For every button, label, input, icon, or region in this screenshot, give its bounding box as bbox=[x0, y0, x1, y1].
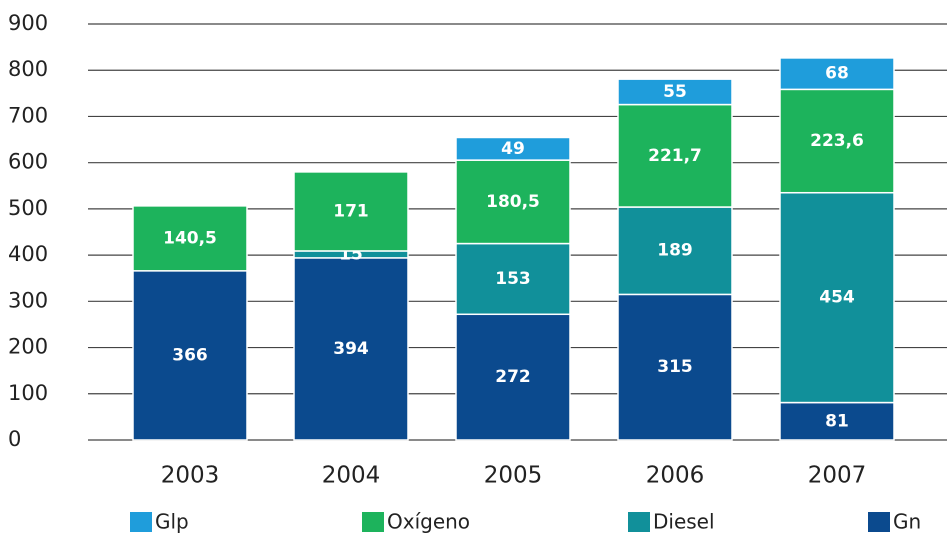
data-label: 140,5 bbox=[163, 228, 217, 248]
legend-label: Diesel bbox=[653, 510, 715, 534]
x-tick-label: 2005 bbox=[484, 463, 543, 489]
bar-segment bbox=[779, 88, 895, 194]
bar-segment bbox=[293, 257, 409, 441]
bar-segment bbox=[779, 57, 895, 91]
y-tick-label: 0 bbox=[8, 427, 21, 451]
bar-segment bbox=[617, 103, 733, 208]
bar-segment bbox=[455, 136, 571, 161]
data-label: 49 bbox=[501, 139, 525, 159]
bar-segment bbox=[779, 401, 895, 441]
data-label: 394 bbox=[333, 339, 369, 359]
data-label: 454 bbox=[819, 288, 855, 308]
bar-segment bbox=[132, 205, 248, 272]
bar-segment bbox=[455, 313, 571, 441]
y-tick-label: 800 bbox=[8, 57, 48, 81]
bar-segment bbox=[293, 171, 409, 252]
x-tick-label: 2006 bbox=[646, 463, 705, 489]
data-label: 366 bbox=[172, 345, 208, 365]
data-label: 272 bbox=[495, 367, 531, 387]
y-tick-label: 300 bbox=[8, 288, 48, 312]
legend-label: Gn bbox=[893, 510, 921, 534]
bar-segment bbox=[617, 78, 733, 106]
y-tick-label: 700 bbox=[8, 103, 48, 127]
legend-label: Glp bbox=[155, 510, 189, 534]
data-label: 315 bbox=[657, 357, 693, 377]
data-label: 153 bbox=[495, 269, 531, 289]
legend-label: Oxígeno bbox=[387, 510, 470, 534]
legend-swatch bbox=[130, 512, 152, 532]
data-label: 81 bbox=[825, 411, 849, 431]
bar-segment bbox=[779, 191, 895, 404]
x-tick-label: 2003 bbox=[161, 463, 220, 489]
y-tick-label: 200 bbox=[8, 335, 48, 359]
legend-swatch bbox=[362, 512, 384, 532]
data-label: 55 bbox=[663, 82, 687, 102]
data-label: 68 bbox=[825, 64, 849, 84]
data-label: 223,6 bbox=[810, 131, 864, 151]
y-tick-label: 600 bbox=[8, 150, 48, 174]
y-tick-label: 400 bbox=[8, 242, 48, 266]
data-label: 221,7 bbox=[648, 146, 702, 166]
x-tick-label: 2007 bbox=[808, 463, 867, 489]
y-tick-label: 900 bbox=[8, 11, 48, 35]
legend-swatch bbox=[628, 512, 650, 532]
bar-segment bbox=[617, 206, 733, 296]
data-label: 180,5 bbox=[486, 192, 540, 212]
legend-swatch bbox=[868, 512, 890, 532]
data-label: 189 bbox=[657, 241, 693, 261]
y-tick-label: 100 bbox=[8, 381, 48, 405]
bar-segment bbox=[455, 159, 571, 245]
data-label: 171 bbox=[333, 201, 369, 221]
x-tick-label: 2004 bbox=[322, 463, 381, 489]
y-tick-label: 500 bbox=[8, 196, 48, 220]
